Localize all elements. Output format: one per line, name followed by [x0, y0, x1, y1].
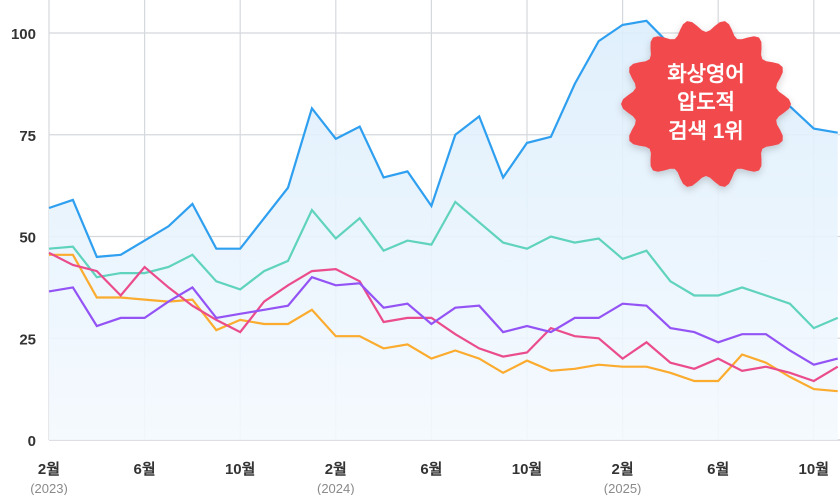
- y-tick-label: 0: [28, 433, 36, 450]
- x-tick-label: 2월: [38, 461, 60, 478]
- x-year-label: (2024): [317, 481, 355, 495]
- badge-line-2: 압도적: [677, 91, 735, 114]
- y-axis: 0 25 50 75 100: [11, 26, 36, 450]
- x-axis: 2월 (2023) 6월 10월 2월 (2024) 6월 10월 2월 (2025) 6월 10월: [30, 461, 829, 495]
- badge-line-3: 검색 1위: [668, 120, 743, 143]
- badge-line-1: 화상영어: [667, 63, 744, 86]
- series-line-series-purple: [48, 275, 838, 366]
- x-year-label: (2025): [604, 481, 642, 495]
- x-tick-label: 2월: [612, 461, 634, 478]
- series-line-series-orange: [49, 253, 838, 393]
- y-tick-label: 50: [19, 230, 36, 247]
- y-tick-label: 25: [19, 331, 36, 348]
- starburst-badge: 화상영어 압도적 검색 1위: [621, 21, 791, 187]
- y-tick-label: 100: [11, 26, 36, 43]
- x-tick-label: 6월: [707, 461, 729, 478]
- x-tick-label: 2월: [325, 461, 347, 478]
- x-year-label: (2023): [30, 481, 68, 495]
- y-tick-label: 75: [19, 128, 36, 145]
- x-tick-label: 6월: [134, 461, 156, 478]
- series-line-series-pink: [48, 251, 839, 383]
- starburst-shape: [621, 21, 791, 187]
- x-tick-label: 10월: [512, 461, 543, 478]
- series-line-series-teal: [48, 200, 839, 330]
- x-tick-label: 10월: [225, 461, 256, 478]
- x-tick-label: 6월: [420, 461, 442, 478]
- x-tick-label: 10월: [799, 461, 830, 478]
